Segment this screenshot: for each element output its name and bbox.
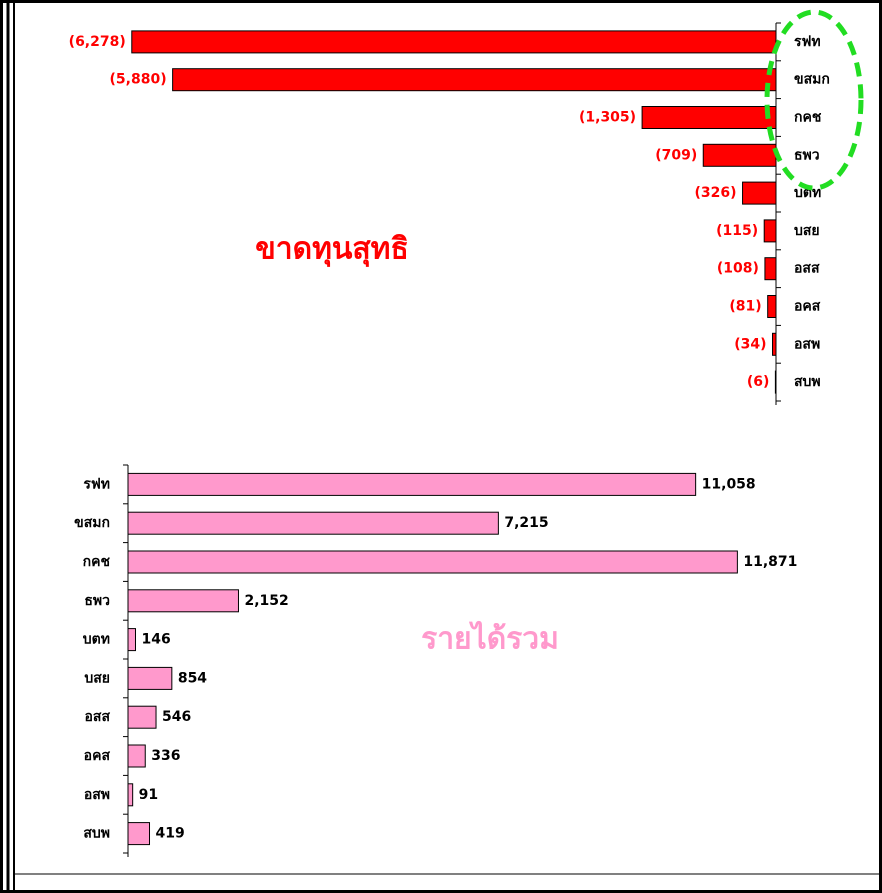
data-label: (81) xyxy=(729,299,761,315)
category-label: ธพว xyxy=(84,593,110,609)
category-label: อสพ xyxy=(84,787,110,803)
data-label: (1,305) xyxy=(579,110,636,126)
data-label: 854 xyxy=(178,670,207,686)
category-label: กคช xyxy=(794,110,822,126)
category-label: รฟท xyxy=(794,34,821,50)
data-label: (108) xyxy=(717,261,759,277)
bar xyxy=(702,143,777,167)
data-label: 2,152 xyxy=(244,593,288,609)
data-label: (6) xyxy=(747,374,770,390)
data-label: 546 xyxy=(162,709,191,725)
category-label: บตท xyxy=(794,185,821,201)
bar xyxy=(127,666,173,690)
bar xyxy=(127,822,151,846)
data-label: (6,278) xyxy=(69,34,126,50)
data-label: (34) xyxy=(734,336,766,352)
bar xyxy=(127,628,136,652)
data-label: 336 xyxy=(151,748,180,764)
bar xyxy=(772,332,777,356)
data-label: (709) xyxy=(655,147,697,163)
data-label: 419 xyxy=(156,826,185,842)
category-label: ขสมก xyxy=(794,72,830,88)
highlight-ellipse xyxy=(764,9,864,191)
category-label: สบพ xyxy=(794,374,821,390)
data-label: (115) xyxy=(716,223,758,239)
bar xyxy=(127,550,738,574)
bar xyxy=(127,783,134,807)
bar xyxy=(131,30,777,54)
bar xyxy=(763,219,777,243)
category-label: บสย xyxy=(794,223,820,239)
category-label: ธพว xyxy=(794,147,820,163)
category-label: กคช xyxy=(83,554,111,570)
chart-title: รายได้รวม xyxy=(421,621,559,657)
data-label: 11,871 xyxy=(743,554,797,570)
category-label: อคส xyxy=(84,748,111,764)
bar xyxy=(127,472,697,496)
category-label: บสย xyxy=(84,670,110,686)
bar xyxy=(764,257,777,281)
bar xyxy=(767,295,777,318)
category-label: อสพ xyxy=(794,336,820,352)
data-label: (5,880) xyxy=(110,72,167,88)
data-label: 146 xyxy=(141,632,170,648)
bar xyxy=(172,68,777,92)
data-label: 11,058 xyxy=(702,476,756,492)
category-label: อสส xyxy=(794,261,820,277)
category-label: ขสมก xyxy=(74,515,110,531)
category-label: อคส xyxy=(794,299,821,315)
data-label: 91 xyxy=(139,787,158,803)
category-label: อสส xyxy=(85,709,111,725)
data-label: (326) xyxy=(695,185,737,201)
category-label: สบพ xyxy=(83,826,110,842)
data-label: 7,215 xyxy=(504,515,548,531)
category-label: รฟท xyxy=(83,476,110,492)
bar xyxy=(127,589,239,613)
category-label: บตท xyxy=(83,632,110,648)
bar xyxy=(641,106,777,129)
bar xyxy=(742,181,777,205)
bar xyxy=(127,511,499,535)
bar xyxy=(127,744,146,768)
bar xyxy=(127,705,157,729)
chart-title: ขาดทุนสุทธิ xyxy=(255,232,409,268)
bar xyxy=(774,370,777,394)
